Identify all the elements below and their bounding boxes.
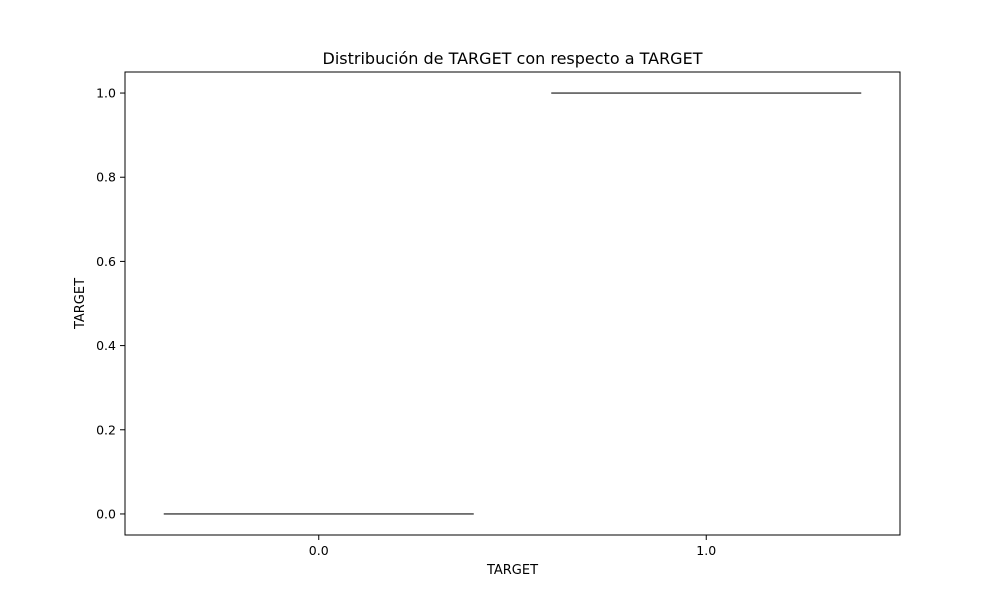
y-tick-label: 0.0 (96, 506, 116, 521)
y-axis: 0.0 0.2 0.4 0.6 0.8 1.0 (96, 86, 125, 521)
y-axis-label: TARGET (73, 278, 88, 330)
chart-title: Distribución de TARGET con respecto a TA… (323, 49, 703, 68)
plot-frame (124, 71, 901, 536)
y-tick-label: 0.6 (96, 254, 116, 269)
y-tick-label: 0.8 (96, 170, 116, 185)
plot-marks (163, 92, 862, 515)
y-tick-label: 1.0 (96, 86, 116, 101)
x-tick-label: 1.0 (696, 543, 716, 558)
x-axis-label: TARGET (486, 563, 538, 578)
x-axis: 0.0 1.0 (309, 535, 716, 558)
x-tick-label: 0.0 (309, 543, 329, 558)
y-tick-label: 0.2 (96, 422, 116, 437)
y-tick-label: 0.4 (96, 338, 116, 353)
